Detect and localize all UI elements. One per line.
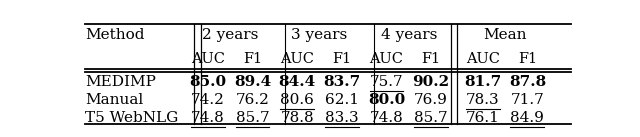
Text: AUC: AUC bbox=[191, 52, 225, 66]
Text: AUC: AUC bbox=[369, 52, 403, 66]
Text: 74.8: 74.8 bbox=[370, 111, 403, 125]
Text: MEDIMP: MEDIMP bbox=[85, 75, 156, 89]
Text: 71.7: 71.7 bbox=[511, 93, 544, 107]
Text: 85.7: 85.7 bbox=[414, 111, 448, 125]
Text: 74.2: 74.2 bbox=[191, 93, 225, 107]
Text: 76.1: 76.1 bbox=[466, 111, 500, 125]
Text: F1: F1 bbox=[422, 52, 441, 66]
Text: 84.9: 84.9 bbox=[511, 111, 545, 125]
Text: 85.7: 85.7 bbox=[236, 111, 269, 125]
Text: 87.8: 87.8 bbox=[509, 75, 546, 89]
Text: 76.2: 76.2 bbox=[236, 93, 269, 107]
Text: Manual: Manual bbox=[85, 93, 143, 107]
Text: 80.6: 80.6 bbox=[280, 93, 314, 107]
Text: 89.4: 89.4 bbox=[234, 75, 271, 89]
Text: 2 years: 2 years bbox=[202, 28, 259, 42]
Text: 83.7: 83.7 bbox=[323, 75, 360, 89]
Text: F1: F1 bbox=[243, 52, 262, 66]
Text: 76.9: 76.9 bbox=[414, 93, 448, 107]
Text: 80.0: 80.0 bbox=[368, 93, 405, 107]
Text: Mean: Mean bbox=[483, 28, 527, 42]
Text: 78.8: 78.8 bbox=[280, 111, 314, 125]
Text: 90.2: 90.2 bbox=[413, 75, 450, 89]
Text: 62.1: 62.1 bbox=[325, 93, 359, 107]
Text: Method: Method bbox=[85, 28, 145, 42]
Text: 75.7: 75.7 bbox=[370, 75, 403, 89]
Text: 81.7: 81.7 bbox=[464, 75, 501, 89]
Text: 4 years: 4 years bbox=[381, 28, 437, 42]
Text: 74.8: 74.8 bbox=[191, 111, 225, 125]
Text: F1: F1 bbox=[518, 52, 537, 66]
Text: 78.3: 78.3 bbox=[466, 93, 500, 107]
Text: 83.3: 83.3 bbox=[325, 111, 358, 125]
Text: AUC: AUC bbox=[280, 52, 314, 66]
Text: 3 years: 3 years bbox=[291, 28, 348, 42]
Text: AUC: AUC bbox=[466, 52, 500, 66]
Text: F1: F1 bbox=[332, 52, 351, 66]
Text: 84.4: 84.4 bbox=[278, 75, 316, 89]
Text: 85.0: 85.0 bbox=[189, 75, 227, 89]
Text: T5 WebNLG: T5 WebNLG bbox=[85, 111, 179, 125]
